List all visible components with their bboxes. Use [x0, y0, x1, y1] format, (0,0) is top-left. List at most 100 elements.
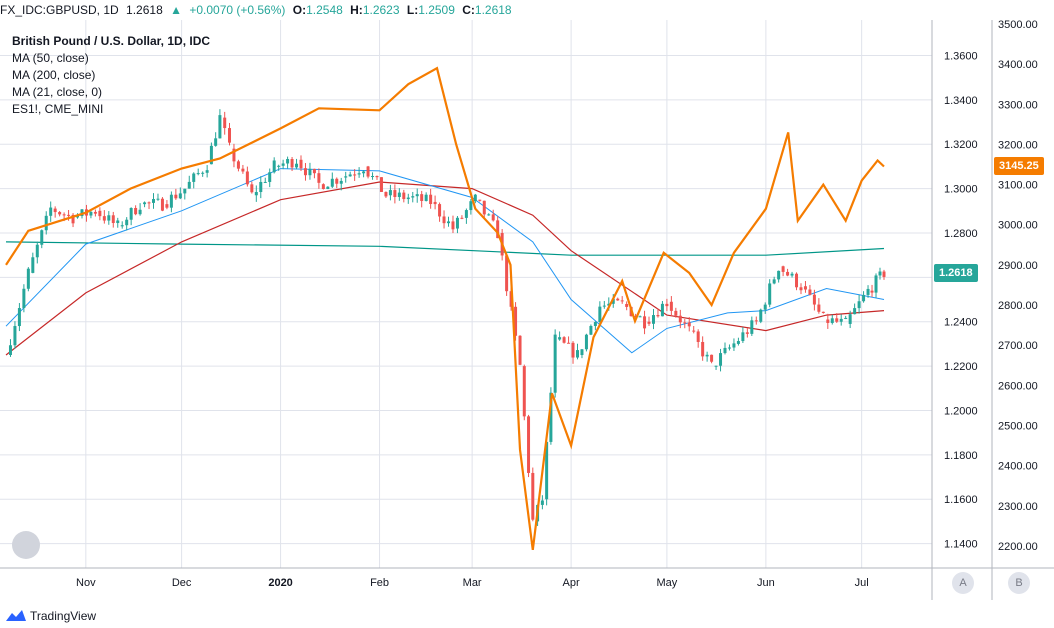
candle-body: [71, 214, 75, 224]
candle-body: [683, 322, 687, 324]
auto-scale-button[interactable]: A: [952, 572, 974, 594]
brand-name[interactable]: TradingView: [30, 609, 97, 623]
candle-body: [330, 178, 334, 187]
candle-body: [388, 190, 392, 196]
candle-body: [754, 320, 758, 322]
candle-body: [129, 207, 133, 220]
price-tick-label: 1.1600: [944, 494, 978, 506]
footer: TradingView: [0, 600, 1054, 628]
candle-body: [660, 303, 664, 317]
low-label: L:: [406, 3, 419, 17]
candle-body: [134, 207, 138, 215]
candle-body: [745, 332, 749, 334]
price-tick-label: 1.2800: [944, 228, 978, 240]
candle-body: [571, 342, 575, 358]
price-tick-label: 1.3000: [944, 184, 978, 196]
price-tick-label: 1.1800: [944, 450, 978, 462]
candle-body: [169, 194, 173, 208]
candle-body: [625, 303, 629, 307]
candle-body: [214, 138, 218, 146]
candle-body: [874, 275, 878, 293]
candle-body: [31, 257, 35, 273]
candle-body: [593, 322, 597, 326]
candle-body: [763, 304, 767, 310]
candle-body: [647, 321, 651, 324]
candle-body: [478, 199, 482, 201]
price-chart[interactable]: 1.36001.34001.32001.30001.28001.26001.24…: [0, 20, 1054, 600]
candle-body: [848, 314, 852, 324]
candle-body: [201, 172, 205, 174]
open-value: 1.2548: [306, 3, 343, 17]
legend-es[interactable]: ES1!, CME_MINI: [12, 102, 104, 116]
candle-body: [540, 500, 544, 505]
time-tick-label: Apr: [563, 577, 580, 589]
candle-body: [335, 178, 339, 184]
candle-body: [795, 273, 799, 288]
candle-body: [803, 286, 807, 290]
candle-body: [438, 204, 442, 217]
price-tick-label: 1.3600: [944, 50, 978, 62]
candle-body: [49, 207, 53, 216]
candle-body: [736, 341, 740, 344]
es-tick-label: 2400.00: [998, 461, 1038, 473]
candle-body: [143, 202, 147, 205]
price-tick-label: 1.1400: [944, 539, 978, 551]
candle-body: [491, 214, 495, 221]
candle-body: [527, 416, 531, 473]
candle-body: [451, 221, 455, 230]
candle-body: [692, 330, 696, 332]
candle-body: [312, 168, 316, 174]
es-tick-label: 3400.00: [998, 59, 1038, 71]
candle-body: [584, 334, 588, 350]
candle-body: [67, 214, 71, 216]
candle-body: [857, 301, 861, 309]
es-price-badge: 3145.25: [994, 157, 1044, 176]
candle-body: [286, 159, 290, 164]
candle-body: [781, 266, 785, 272]
candle-body: [522, 366, 526, 417]
candle-body: [638, 316, 642, 318]
candle-body: [616, 298, 620, 301]
candle-body: [799, 287, 803, 291]
candle-body: [384, 191, 388, 197]
change-value: +0.0070 (+0.56%): [189, 3, 286, 17]
candle-body: [22, 288, 26, 309]
es-tick-label: 2600.00: [998, 380, 1038, 392]
candle-body: [701, 341, 705, 357]
candle-body: [17, 308, 21, 327]
legend-ma200[interactable]: MA (200, close): [12, 68, 96, 82]
es-tick-label: 2200.00: [998, 541, 1038, 553]
candle-body: [165, 204, 169, 208]
scale-b-button[interactable]: B: [1008, 572, 1030, 594]
candle-body: [379, 177, 383, 192]
legend-ma50[interactable]: MA (50, close): [12, 51, 89, 65]
candle-body: [433, 201, 437, 205]
candle-body: [714, 365, 718, 367]
candle-body: [107, 215, 111, 221]
candle-body: [482, 200, 486, 215]
candle-body: [236, 161, 240, 169]
legend-main[interactable]: British Pound / U.S. Dollar, 1D, IDC: [12, 34, 211, 48]
candle-body: [687, 322, 691, 327]
candle-body: [420, 194, 424, 201]
candle-body: [620, 300, 624, 302]
candle-body: [415, 194, 419, 197]
legend-ma21[interactable]: MA (21, close, 0): [12, 85, 103, 99]
candle-body: [35, 244, 39, 258]
candle-body: [424, 194, 428, 201]
candle-body: [58, 212, 62, 215]
candle-body: [183, 188, 187, 194]
candle-body: [607, 303, 611, 306]
symbol-label[interactable]: FX_IDC:GBPUSD, 1D: [0, 3, 119, 17]
candle-body: [719, 353, 723, 366]
candle-body: [89, 211, 93, 216]
candle-body: [878, 271, 882, 276]
candle-body: [656, 315, 660, 317]
candle-body: [241, 168, 245, 172]
high-value: 1.2623: [362, 3, 400, 17]
candle-body: [138, 209, 142, 215]
last-price-badge: 1.2618: [934, 264, 978, 283]
es-tick-label: 2500.00: [998, 420, 1038, 432]
candle-body: [727, 347, 731, 349]
candle-body: [562, 337, 566, 343]
